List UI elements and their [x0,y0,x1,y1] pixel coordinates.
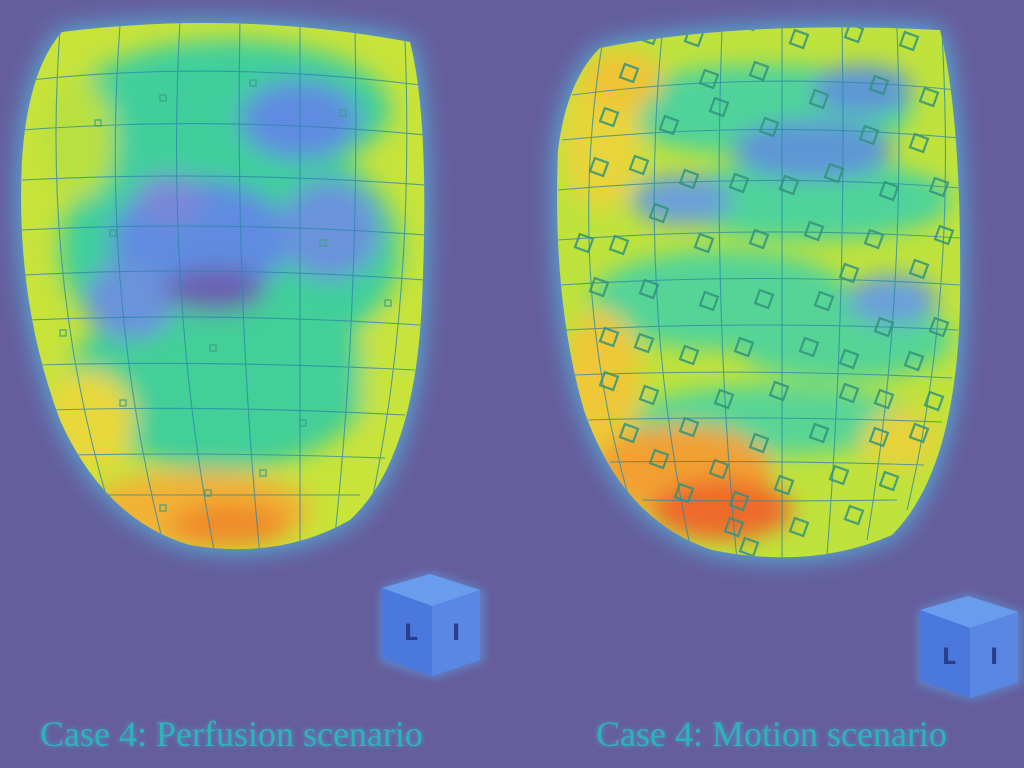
perfusion-heart-map [21,23,425,550]
orientation-cube[interactable]: L I [912,588,1024,706]
cube-side-face [432,590,480,676]
perfusion-panel: L I Case 4: Perfusion scenario [21,23,490,754]
orientation-cube[interactable]: L I [374,566,490,684]
motion-panel: L I Case 4: Motion scenario [512,0,1024,768]
cube-front-face [920,610,970,698]
perfusion-caption: Case 4: Perfusion scenario [40,714,423,754]
cube-front-label: L [404,621,418,646]
cube-front-face [382,588,432,676]
motion-caption: Case 4: Motion scenario [596,714,947,754]
cube-side-face [970,612,1018,698]
motion-heart-map [557,27,961,558]
cube-side-label: I [452,621,460,646]
cube-top-face [920,596,1018,628]
cube-side-label: I [990,645,998,670]
cube-top-face [382,574,480,606]
cube-front-label: L [942,645,956,670]
